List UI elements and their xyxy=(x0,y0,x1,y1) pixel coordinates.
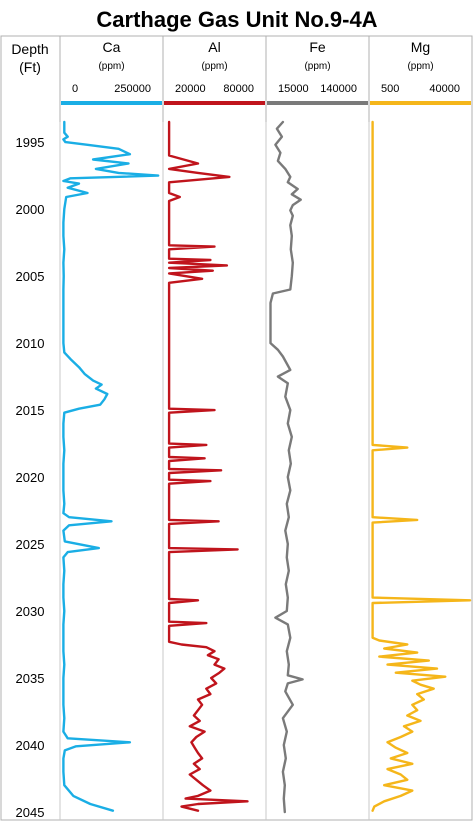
track-unit: (ppm) xyxy=(304,61,330,72)
depth-tick-label: 2025 xyxy=(16,537,45,552)
depth-tick-label: 2035 xyxy=(16,671,45,686)
depth-tick-label: 1995 xyxy=(16,135,45,150)
depth-tick-label: 2005 xyxy=(16,269,45,284)
track-scale-max: 40000 xyxy=(429,83,460,95)
depth-tick-label: 2045 xyxy=(16,805,45,820)
track-scale-min: 20000 xyxy=(175,83,206,95)
depth-tick-label: 2040 xyxy=(16,738,45,753)
track-mg: Mg (ppm) 500 40000 xyxy=(368,36,472,820)
track-scale-min: 500 xyxy=(381,83,399,95)
track-scale-bar xyxy=(267,101,368,105)
depth-tick-label: 2000 xyxy=(16,202,45,217)
track-scale-min: 0 xyxy=(72,83,78,95)
depth-tick-labels: 1995 2000 2005 2010 2015 2020 2025 2030 2035 2040… xyxy=(16,135,45,820)
depth-tick-label: 2010 xyxy=(16,336,45,351)
track-scale-bar xyxy=(61,101,162,105)
series-line-al xyxy=(167,120,249,812)
depth-axis-unit: (Ft) xyxy=(19,59,41,75)
series-line-fe xyxy=(269,120,304,814)
tracks-layer: Ca (ppm) 0 250000 Al (ppm) 20000 80000 Fe (ppm) 15… xyxy=(0,35,473,821)
track-unit: (ppm) xyxy=(201,61,227,72)
depth-axis-label: Depth xyxy=(11,41,48,57)
track-unit: (ppm) xyxy=(407,61,433,72)
track-scale-max: 80000 xyxy=(223,83,254,95)
track-scale-min: 15000 xyxy=(278,83,309,95)
chart-frame xyxy=(0,35,473,821)
depth-tick-label: 2030 xyxy=(16,604,45,619)
track-al: Al (ppm) 20000 80000 xyxy=(162,36,265,820)
track-scale-bar xyxy=(370,101,471,105)
track-name: Mg xyxy=(411,39,430,55)
track-ca: Ca (ppm) 0 250000 xyxy=(59,36,162,820)
track-unit: (ppm) xyxy=(98,61,124,72)
track-scale-max: 140000 xyxy=(320,83,357,95)
track-scale-max: 250000 xyxy=(114,83,151,95)
track-scale-bar xyxy=(164,101,265,105)
track-fe: Fe (ppm) 15000 140000 xyxy=(265,36,368,820)
chart-title: Carthage Gas Unit No.9-4A xyxy=(96,7,377,32)
track-name: Ca xyxy=(103,39,121,55)
series-line-ca xyxy=(62,120,160,812)
depth-tick-label: 2020 xyxy=(16,470,45,485)
depth-tick-label: 2015 xyxy=(16,403,45,418)
track-name: Fe xyxy=(309,39,326,55)
series-line-mg xyxy=(371,120,472,812)
track-name: Al xyxy=(208,39,220,55)
